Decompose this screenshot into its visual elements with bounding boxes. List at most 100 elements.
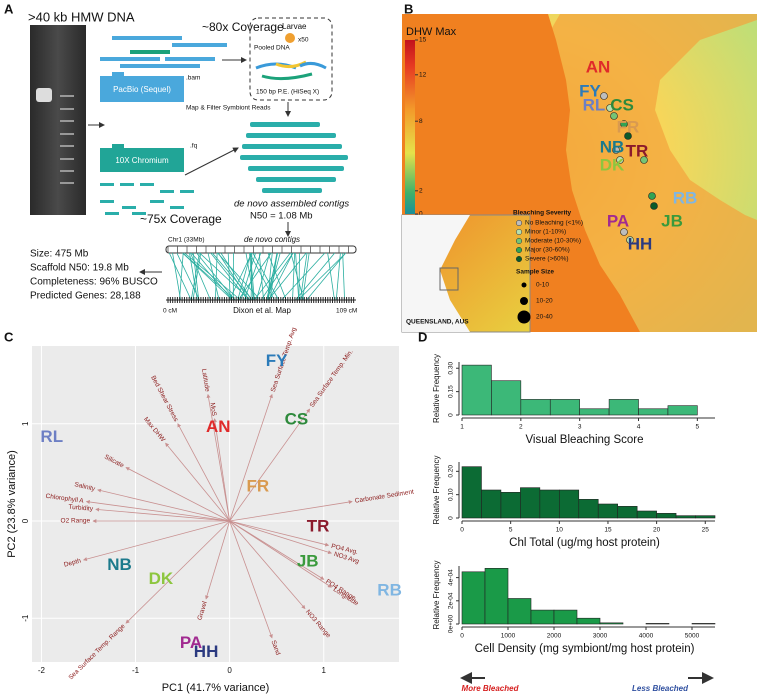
- site-marker: [616, 156, 624, 164]
- assembled-label: de novo assembled contigs: [234, 199, 349, 210]
- annotation: More Bleached: [462, 684, 520, 693]
- loading-vector: [229, 520, 273, 639]
- site-label: FR: [617, 117, 640, 136]
- y-tick-label: 0.30: [448, 362, 455, 375]
- site-point: PA: [180, 633, 202, 652]
- y-axis-label: PC2 (23.8% variance): [6, 450, 18, 558]
- histogram-bar: [576, 617, 601, 625]
- x-tick-label: -1: [132, 666, 140, 675]
- site-point: CS: [285, 409, 309, 428]
- loading-vector: [206, 393, 231, 522]
- colorbar-title: DHW Max: [406, 26, 457, 38]
- x-axis-label: Visual Bleaching Score: [525, 434, 643, 446]
- larva-icon: [285, 33, 295, 43]
- map-start: 0 cM: [163, 308, 177, 315]
- y-axis-label: Relative Frequency: [432, 456, 441, 525]
- ladder: [60, 95, 74, 184]
- histogram-bar: [636, 510, 657, 519]
- y-tick-label: 0.15: [448, 385, 455, 398]
- panel-label: A: [4, 1, 14, 16]
- histogram-bar: [559, 489, 580, 519]
- histogram-bar: [608, 399, 639, 416]
- histogram-bar: [530, 609, 555, 625]
- x-tick-label: 1: [321, 666, 326, 675]
- site-point: AN: [206, 417, 231, 436]
- site-point: NB: [107, 555, 132, 574]
- panel-c: -2 -1 0 1 -1 0 1 PC1 (41.7% variance) PC2 (23.8%…: [6, 326, 415, 694]
- site-point: FR: [247, 476, 270, 495]
- legend-title: Sample Size: [516, 269, 554, 276]
- legend-label: Moderate (10-30%): [525, 238, 581, 245]
- stat: Predicted Genes: 28,188: [30, 291, 141, 302]
- long-reads: [100, 36, 227, 68]
- loading-vector: [229, 500, 353, 522]
- site-marker: [626, 236, 634, 244]
- y-tick-label: 0: [448, 413, 455, 417]
- vector-label: Depth: [63, 557, 82, 568]
- y-axis-label: Relative Frequency: [432, 354, 441, 423]
- site-label: DK: [600, 155, 625, 174]
- synteny-line: [267, 252, 273, 301]
- coverage-label: ~80x Coverage: [202, 20, 284, 34]
- synteny-line: [212, 252, 253, 301]
- site-marker: [600, 92, 608, 100]
- x-axis-label: Chl Total (ug/mg host protein): [509, 537, 660, 549]
- synteny-line: [237, 252, 272, 301]
- map-name: Dixon et al. Map: [233, 306, 291, 315]
- gel-band: [36, 88, 52, 102]
- loading-vector: [213, 418, 231, 522]
- dashed-box: [249, 17, 333, 101]
- coastal-zone: [545, 14, 757, 332]
- histogram-bar: [461, 364, 492, 416]
- synteny-line: [269, 252, 278, 301]
- site-point: RB: [377, 581, 402, 600]
- coverage-label: ~75x Coverage: [140, 212, 222, 226]
- histogram-bar: [553, 609, 578, 625]
- synteny-line: [190, 252, 233, 301]
- vector-label: Latitude: [200, 368, 211, 392]
- synteny-line: [244, 252, 262, 301]
- x-tick-label: 1000: [501, 633, 516, 640]
- loading-vector: [229, 393, 273, 522]
- inset-label: QUEENSLAND, AUS: [406, 319, 469, 326]
- histogram-bar: [597, 503, 618, 519]
- panel-a: >40 kb HMW DNA ~80x Coverage PacBio (Seq…: [28, 9, 357, 315]
- histogram-bar: [484, 568, 509, 625]
- loading-vector: [177, 423, 230, 522]
- chromosome: [165, 245, 357, 254]
- legend-label: Severe (>60%): [525, 256, 569, 263]
- map-filter-label: Map & Filter Symbiont Reads: [186, 105, 271, 112]
- colorbar-tick-label: 0: [419, 211, 423, 218]
- synteny-line: [297, 252, 347, 301]
- loading-vector: [229, 520, 325, 580]
- synteny-lines: [167, 246, 349, 301]
- legend-swatch: [515, 246, 523, 254]
- pacbio-label: PacBio (Sequel): [113, 85, 171, 94]
- chromium-label: 10X Chromium: [115, 156, 169, 165]
- site-marker: [624, 132, 632, 140]
- site-point: FY: [266, 351, 288, 370]
- site-point: DK: [149, 569, 174, 588]
- colorbar-tick-label: 15: [419, 37, 427, 44]
- synteny-line: [342, 252, 345, 301]
- legend-label: No Bleaching (<1%): [525, 220, 583, 227]
- synteny-line: [268, 252, 294, 301]
- legend-label: Major (30-60%): [525, 247, 570, 254]
- histogram-bar: [675, 515, 696, 519]
- y-tick-label: -1: [21, 614, 30, 622]
- legend-title: Bleaching Severity: [513, 210, 572, 217]
- loading-vector: [165, 442, 230, 522]
- loading-vector: [229, 520, 306, 610]
- size-swatch: [521, 282, 527, 288]
- synteny-line: [255, 252, 271, 301]
- histogram-bar: [461, 571, 486, 625]
- synteny-line: [290, 252, 305, 301]
- stat: Scaffold N50: 19.8 Mb: [30, 263, 129, 274]
- loading-vector: [205, 520, 230, 600]
- x-tick-label: 5000: [685, 633, 700, 640]
- x-tick-label: 0: [227, 666, 232, 675]
- larvae-count: x50: [298, 37, 309, 44]
- panel-label: C: [4, 329, 14, 344]
- vector-label: O2 Range: [61, 518, 91, 525]
- x-tick-label: 15: [604, 527, 612, 534]
